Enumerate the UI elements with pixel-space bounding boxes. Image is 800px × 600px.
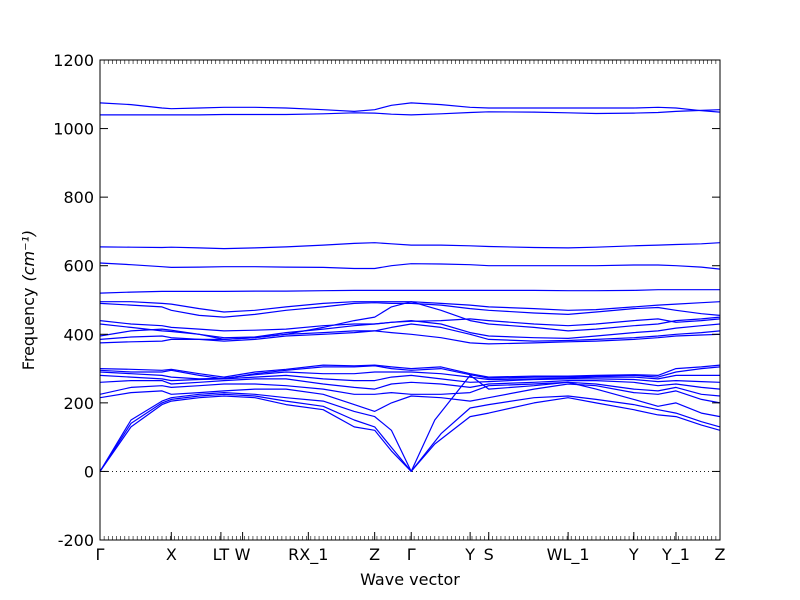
band-line-9 bbox=[99, 365, 721, 380]
y-tick-label: 400 bbox=[63, 325, 94, 344]
y-tick-label: 800 bbox=[63, 188, 94, 207]
x-tick-label: RX_1 bbox=[288, 545, 328, 565]
y-axis-label: Frequency (cm⁻¹) bbox=[19, 230, 38, 370]
y-tick-label: 1000 bbox=[53, 120, 94, 139]
x-tick-label: Y bbox=[628, 545, 639, 564]
band-line-1 bbox=[99, 395, 721, 472]
band-line-21 bbox=[100, 109, 721, 116]
x-tick-label: Z bbox=[369, 545, 380, 564]
x-tick-label: Y_1 bbox=[661, 545, 690, 565]
y-tick-label: 200 bbox=[63, 394, 94, 413]
band-line-2 bbox=[99, 393, 721, 472]
band-line-18 bbox=[99, 289, 720, 294]
y-axis-label-unit: (cm⁻¹) bbox=[19, 230, 38, 282]
x-tick-label: WL_1 bbox=[547, 545, 590, 565]
x-tick-label: S bbox=[484, 545, 494, 564]
plot-area-frame bbox=[99, 59, 721, 541]
x-axis-ticks: Γ X LT W RX_1 Z Γ Y S WL_1 Y Y_1 Z bbox=[96, 532, 726, 565]
band-line-12 bbox=[99, 323, 721, 342]
x-tick-label: W bbox=[235, 545, 251, 564]
band-line-14 bbox=[99, 301, 721, 340]
series-layer bbox=[99, 102, 721, 472]
band-line-20 bbox=[99, 242, 721, 250]
x-tick-label: Γ bbox=[96, 545, 105, 564]
x-tick-label: Γ bbox=[407, 545, 416, 564]
x-tick-label: Y bbox=[464, 545, 475, 564]
band-line-15 bbox=[99, 318, 721, 332]
band-line-22 bbox=[99, 102, 721, 113]
y-axis-ticks: -200 0 200 400 600 800 1000 1200 bbox=[53, 51, 720, 550]
band-line-19 bbox=[99, 262, 721, 270]
x-tick-label: X bbox=[166, 545, 177, 564]
band-line-16 bbox=[99, 302, 721, 318]
band-line-6 bbox=[99, 378, 721, 390]
y-axis-label-text: Frequency bbox=[19, 288, 38, 371]
y-tick-label: -200 bbox=[58, 531, 94, 550]
x-tick-label: LT bbox=[213, 545, 230, 564]
band-line-3 bbox=[99, 374, 721, 472]
y-tick-label: 0 bbox=[84, 462, 94, 481]
band-line-10 bbox=[99, 364, 721, 378]
band-line-17 bbox=[100, 301, 721, 313]
x-axis-label: Wave vector bbox=[360, 570, 460, 589]
band-line-5 bbox=[99, 381, 721, 397]
y-tick-label: 1200 bbox=[53, 51, 94, 70]
band-line-7 bbox=[99, 374, 721, 383]
x-tick-label: Z bbox=[715, 545, 726, 564]
band-line-4 bbox=[99, 383, 721, 412]
band-line-8 bbox=[99, 371, 720, 381]
y-tick-label: 600 bbox=[63, 257, 94, 276]
